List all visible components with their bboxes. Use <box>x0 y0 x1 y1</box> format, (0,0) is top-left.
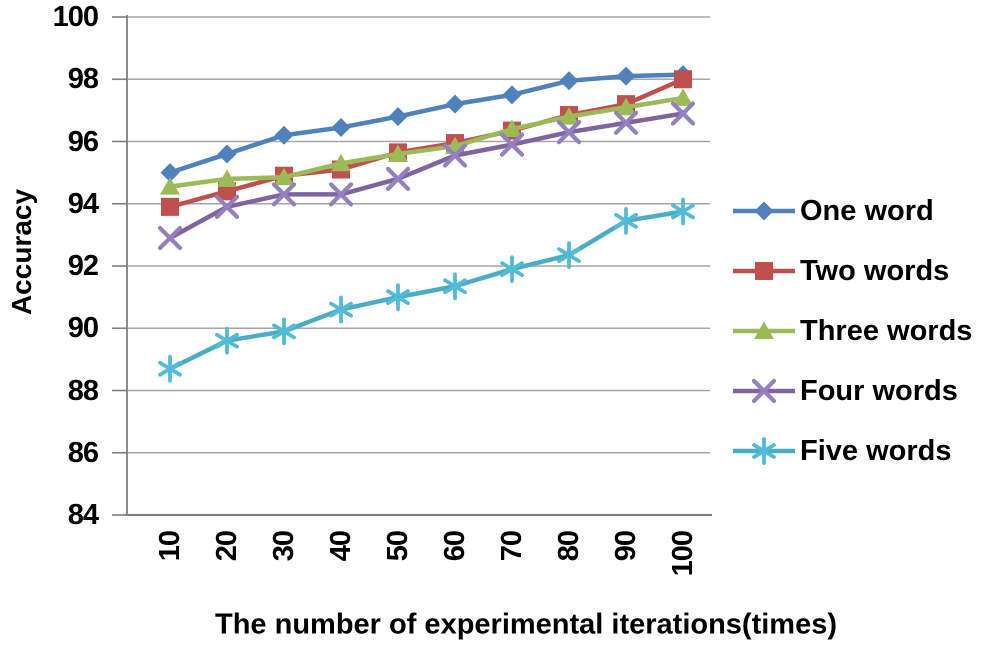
x-marker <box>328 182 354 207</box>
legend-label: Four words <box>800 374 958 407</box>
triangle-marker <box>754 321 774 339</box>
x-marker <box>751 378 777 404</box>
x-tick-label: 40 <box>325 531 357 562</box>
asterisk-marker <box>557 241 581 270</box>
x-tick-label: 100 <box>667 531 699 577</box>
series-two-words <box>161 70 692 216</box>
diamond-marker <box>502 85 522 105</box>
diamond-marker <box>331 117 351 137</box>
series-four-words <box>157 101 696 251</box>
asterisk-marker <box>614 206 638 235</box>
y-tick-label: 96 <box>67 125 99 158</box>
x-tick-label: 10 <box>154 531 186 562</box>
diamond-marker <box>388 107 408 127</box>
series-five-words <box>158 197 695 383</box>
asterisk-marker <box>215 326 239 355</box>
triangle-marker <box>331 153 351 172</box>
diamond-marker <box>445 94 465 114</box>
y-tick-label: 98 <box>67 63 99 96</box>
legend-item-two-words: Two words <box>731 254 972 288</box>
series-line-five-words <box>167 209 686 371</box>
x-axis-title: The number of experimental iterations(ti… <box>214 608 838 641</box>
x-tick-label: 80 <box>553 531 585 562</box>
legend-label: One word <box>800 194 934 227</box>
x-marker <box>214 194 240 219</box>
asterisk-marker <box>752 437 776 465</box>
square-marker <box>674 70 692 89</box>
asterisk-marker <box>671 197 695 226</box>
legend-marker-diamond-icon <box>733 201 795 221</box>
asterisk-marker <box>272 317 296 346</box>
legend-label: Three words <box>800 314 973 347</box>
triangle-marker <box>217 169 237 187</box>
diamond-marker <box>559 71 579 91</box>
x-marker <box>442 143 468 168</box>
y-tick-label: 88 <box>67 374 99 407</box>
diamond-marker <box>274 125 294 145</box>
diamond-marker <box>754 201 774 221</box>
y-tick-label: 94 <box>67 187 99 220</box>
x-tick-label: 90 <box>610 531 642 562</box>
x-marker <box>385 166 411 191</box>
triangle-marker <box>673 88 693 106</box>
diamond-marker <box>217 144 237 164</box>
triangle-marker <box>502 119 522 138</box>
asterisk-marker <box>500 255 524 284</box>
asterisk-marker <box>443 272 467 301</box>
diamond-marker <box>616 66 636 86</box>
series-one-word <box>160 65 693 183</box>
legend-item-five-words: Five words <box>731 434 972 468</box>
legend-marker-x-icon <box>733 378 795 404</box>
triangle-marker <box>559 107 579 125</box>
y-tick-label: 92 <box>67 250 99 282</box>
series-line-four-words <box>167 111 686 241</box>
x-marker <box>157 225 183 251</box>
x-tick-label: 60 <box>439 531 471 562</box>
y-tick-label: 100 <box>52 1 99 33</box>
legend-marker-asterisk-icon <box>733 437 795 465</box>
legend-label: Five words <box>800 434 952 467</box>
x-marker <box>613 110 639 135</box>
y-tick-label: 84 <box>67 499 99 531</box>
x-marker <box>499 132 525 157</box>
asterisk-marker <box>329 295 353 324</box>
legend-item-four-words: Four words <box>731 374 972 408</box>
diamond-marker <box>160 163 180 183</box>
triangle-marker <box>274 167 294 186</box>
triangle-marker <box>388 144 408 162</box>
square-marker <box>755 262 773 280</box>
legend-item-one-word: One word <box>731 194 972 228</box>
x-tick-label: 50 <box>382 531 414 562</box>
legend-label: Two words <box>800 254 950 287</box>
series-line-one-word <box>167 72 686 175</box>
x-marker <box>271 182 297 207</box>
asterisk-marker <box>386 283 410 312</box>
square-marker <box>161 197 179 216</box>
asterisk-marker <box>158 354 182 383</box>
x-tick-label: 30 <box>268 531 300 562</box>
x-marker <box>556 120 582 145</box>
series-line-two-words <box>167 77 686 210</box>
triangle-marker <box>616 97 636 116</box>
x-marker <box>670 101 696 126</box>
y-tick-label: 86 <box>67 436 99 469</box>
legend-item-three-words: Three words <box>731 314 972 348</box>
legend-marker-triangle-icon <box>733 321 795 339</box>
x-tick-label: 20 <box>211 531 243 562</box>
triangle-marker <box>160 177 180 195</box>
series-line-three-words <box>167 95 686 189</box>
y-tick-label: 90 <box>67 312 99 345</box>
x-tick-label: 70 <box>496 531 528 562</box>
legend-marker-square-icon <box>733 262 795 280</box>
legend: One word Two words Three words Four words Fi… <box>731 194 972 468</box>
